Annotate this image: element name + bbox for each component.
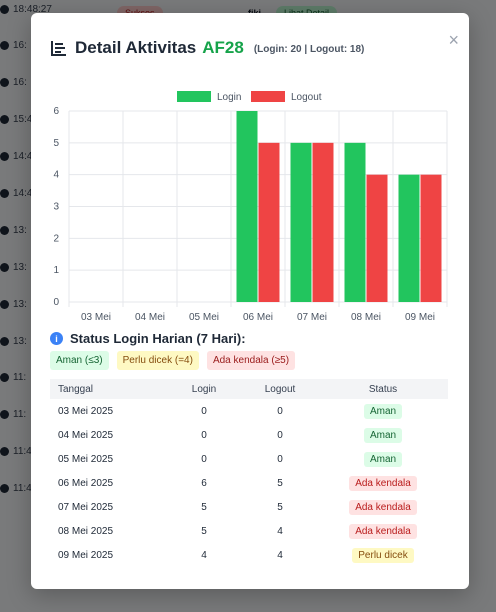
modal-header: Detail Aktivitas AF28 (Login: 20 | Logou… <box>50 37 455 59</box>
row-login: 6 <box>201 477 207 489</box>
table-row: 08 Mei 2025 5 4 Ada kendala <box>50 519 448 543</box>
y-tick-label: 2 <box>53 233 59 244</box>
header-logout: Logout <box>264 383 296 395</box>
row-status: Ada kendala <box>318 519 448 543</box>
bar-logout <box>366 174 388 302</box>
row-date: 05 Mei 2025 <box>58 453 114 465</box>
legend-swatch-login <box>177 91 211 102</box>
row-status: Ada kendala <box>318 471 448 495</box>
row-logout: 0 <box>277 405 283 417</box>
row-date: 03 Mei 2025 <box>58 405 114 417</box>
x-tick-label: 04 Mei <box>135 312 165 323</box>
legend-badge-ada-kendala: Ada kendala (≥5) <box>206 351 296 370</box>
modal-title: Detail Aktivitas <box>75 38 197 57</box>
info-icon: i <box>50 332 63 345</box>
row-login: 4 <box>201 549 207 561</box>
bar-logout <box>258 142 280 302</box>
status-legend: Aman (≤3) Perlu dicek (=4) Ada kendala (… <box>50 351 296 370</box>
row-login: 0 <box>201 453 207 465</box>
header-login: Login <box>191 383 217 395</box>
status-badge: Perlu dicek <box>352 547 414 563</box>
row-status: Ada kendala <box>318 495 448 519</box>
bar-logout <box>312 142 334 302</box>
row-login: 5 <box>201 525 207 537</box>
row-logout: 5 <box>277 477 283 489</box>
status-table: Tanggal Login Logout Status 03 Mei 2025 0… <box>50 379 448 567</box>
row-logout: 0 <box>277 453 283 465</box>
status-heading-label: Status Login Harian (7 Hari): <box>70 331 246 346</box>
table-row: 09 Mei 2025 4 4 Perlu dicek <box>50 543 448 567</box>
legend-label-login: Login <box>217 92 241 103</box>
row-status: Perlu dicek <box>318 543 448 567</box>
table-row: 05 Mei 2025 0 0 Aman <box>50 447 448 471</box>
row-date: 09 Mei 2025 <box>58 549 114 561</box>
row-logout: 4 <box>277 549 283 561</box>
row-date: 04 Mei 2025 <box>58 429 114 441</box>
x-tick-label: 08 Mei <box>351 312 381 323</box>
status-badge: Aman <box>363 451 403 467</box>
y-tick-label: 3 <box>53 202 59 213</box>
x-tick-label: 06 Mei <box>243 312 273 323</box>
status-badge: Ada kendala <box>349 523 417 539</box>
y-tick-label: 5 <box>53 138 59 149</box>
row-logout: 0 <box>277 429 283 441</box>
table-row: 04 Mei 2025 0 0 Aman <box>50 423 448 447</box>
y-tick-label: 0 <box>53 297 59 308</box>
table-row: 06 Mei 2025 6 5 Ada kendala <box>50 471 448 495</box>
legend-badge-aman: Aman (≤3) <box>50 351 109 370</box>
x-tick-label: 03 Mei <box>81 312 111 323</box>
bar-login <box>290 142 312 302</box>
bar-logout <box>420 174 442 302</box>
row-status: Aman <box>318 399 448 423</box>
row-status: Aman <box>318 423 448 447</box>
status-badge: Ada kendala <box>349 499 417 515</box>
header-date: Tanggal <box>58 383 94 395</box>
status-badge: Aman <box>363 427 403 443</box>
row-logout: 4 <box>277 525 283 537</box>
chart-bar-icon <box>51 41 66 56</box>
table-row: 03 Mei 2025 0 0 Aman <box>50 399 448 423</box>
bar-login <box>236 111 258 302</box>
table-row: 07 Mei 2025 5 5 Ada kendala <box>50 495 448 519</box>
row-login: 0 <box>201 429 207 441</box>
detail-modal: Detail Aktivitas AF28 (Login: 20 | Logou… <box>31 13 469 589</box>
x-tick-label: 07 Mei <box>297 312 327 323</box>
y-tick-label: 6 <box>53 106 59 117</box>
status-badge: Aman <box>363 403 403 419</box>
row-logout: 5 <box>277 501 283 513</box>
row-date: 08 Mei 2025 <box>58 525 114 537</box>
row-login: 0 <box>201 405 207 417</box>
activity-chart: 0 1 2 3 4 5 6 03 Mei 04 Mei 05 Mei 06 Mei 07 Mei 08 … <box>53 91 448 323</box>
bar-login <box>344 142 366 302</box>
y-tick-label: 1 <box>53 265 59 276</box>
legend-label-logout: Logout <box>291 92 322 103</box>
status-badge: Ada kendala <box>349 475 417 491</box>
bar-login <box>398 174 420 302</box>
row-date: 06 Mei 2025 <box>58 477 114 489</box>
header-status: Status <box>368 383 398 395</box>
x-tick-label: 09 Mei <box>405 312 435 323</box>
status-heading: i Status Login Harian (7 Hari): <box>50 331 246 346</box>
x-tick-label: 05 Mei <box>189 312 219 323</box>
row-status: Aman <box>318 447 448 471</box>
device-code: AF28 <box>202 38 244 57</box>
legend-swatch-logout <box>251 91 285 102</box>
login-logout-summary: (Login: 20 | Logout: 18) <box>253 44 365 55</box>
y-tick-label: 4 <box>53 170 59 181</box>
table-header-row: Tanggal Login Logout Status <box>50 379 448 399</box>
legend-badge-perlu-dicek: Perlu dicek (=4) <box>116 351 199 370</box>
row-login: 5 <box>201 501 207 513</box>
row-date: 07 Mei 2025 <box>58 501 114 513</box>
close-button[interactable]: × <box>448 30 459 50</box>
